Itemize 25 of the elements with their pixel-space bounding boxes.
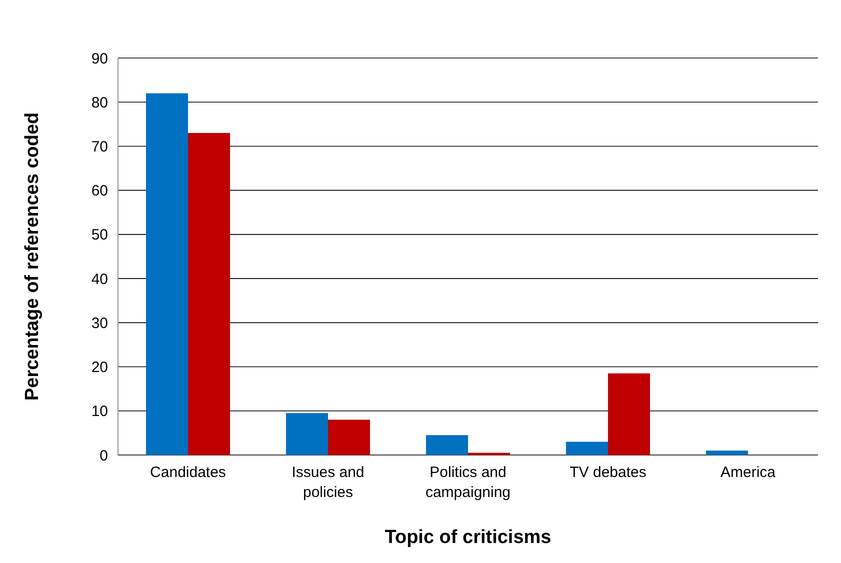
bar	[608, 373, 650, 455]
bar	[566, 442, 608, 455]
y-tick-label: 30	[91, 314, 108, 332]
bar	[286, 413, 328, 455]
x-tick-label: TV debates	[570, 464, 646, 481]
y-tick-label: 80	[91, 94, 108, 112]
x-tick-label: Politics and campaigning	[425, 464, 511, 501]
bar	[426, 435, 468, 455]
y-tick-label: 70	[91, 138, 108, 156]
bar	[188, 132, 230, 455]
y-tick-label: 90	[91, 50, 108, 68]
x-tick-label: America	[720, 464, 776, 481]
bar	[328, 420, 370, 455]
y-tick-label: 0	[100, 447, 108, 464]
y-tick-label: 40	[91, 270, 108, 288]
x-axis-title: Topic of criticisms	[384, 527, 552, 548]
y-tick-label: 20	[91, 359, 108, 376]
y-axis-title: Percentage of references coded	[22, 112, 43, 401]
x-tick-label: Candidates	[150, 464, 226, 481]
x-tick-label: Issues and policies	[292, 464, 364, 501]
y-tick-label: 50	[91, 226, 108, 244]
y-tick-label: 60	[91, 182, 108, 200]
bar	[706, 450, 748, 455]
bar	[146, 93, 188, 455]
y-tick-label: 10	[91, 403, 108, 420]
